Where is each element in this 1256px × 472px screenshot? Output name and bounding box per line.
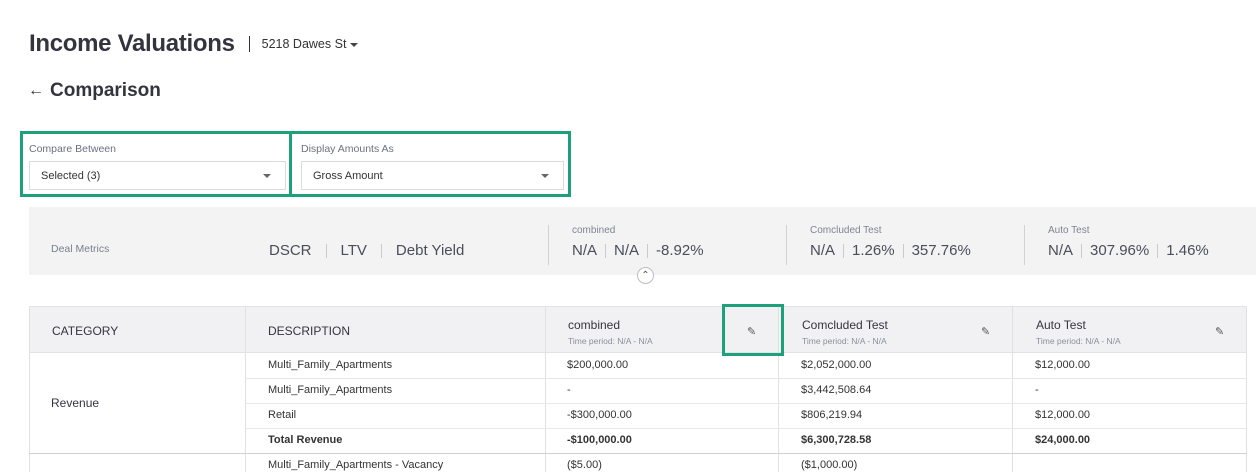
metric-names: DSCR LTV Debt Yield: [269, 242, 478, 259]
category-revenue: Revenue: [51, 396, 100, 410]
chevron-up-icon[interactable]: ⌃: [637, 267, 654, 284]
column-divider: [1246, 306, 1247, 472]
metrics-column-divider: [1024, 225, 1025, 265]
metric-column-name: Auto Test: [1048, 225, 1090, 236]
metric-name-debt-yield: Debt Yield: [395, 242, 465, 259]
metric-value: N/A: [1048, 242, 1074, 259]
divider: [902, 243, 904, 258]
caret-down-icon: [350, 43, 359, 47]
metric-value: -8.92%: [656, 242, 704, 259]
row-divider: [245, 428, 1247, 429]
scenario-header-combined: combined Time period: N/A - N/A ✎: [546, 307, 779, 354]
divider: [647, 243, 649, 258]
pencil-icon[interactable]: ✎: [981, 326, 991, 338]
caret-down-icon: [263, 174, 271, 178]
divider: [843, 243, 845, 258]
metrics-column-divider: [548, 225, 549, 265]
metrics-column-divider: [786, 225, 787, 265]
table-header: CATEGORY DESCRIPTION combined Time perio…: [29, 306, 1247, 353]
table-border: [29, 306, 30, 472]
caret-down-icon: [541, 174, 549, 178]
row-divider: [245, 403, 1247, 404]
property-label: 5218 Dawes St: [261, 37, 347, 51]
metric-column-name: Comcluded Test: [810, 225, 882, 236]
row-value: $2,052,000.00: [801, 359, 872, 371]
scenario-period: Time period: N/A - N/A: [568, 336, 653, 346]
category-header: CATEGORY: [52, 323, 119, 338]
metric-value: 1.46%: [1166, 242, 1209, 259]
row-description: Multi_Family_Apartments: [268, 359, 393, 371]
scenario-header-comcluded-test: Comcluded Test Time period: N/A - N/A ✎: [780, 307, 1013, 354]
scenario-name: Auto Test: [1036, 318, 1086, 332]
row-value: -$300,000.00: [567, 409, 632, 421]
display-amounts-highlight: [289, 131, 571, 197]
metric-value: 357.76%: [911, 242, 971, 259]
metric-value: N/A: [572, 242, 598, 259]
scenario-period: Time period: N/A - N/A: [1036, 336, 1121, 346]
column-divider: [545, 306, 546, 472]
total-value: -$100,000.00: [567, 434, 632, 446]
metric-values-auto-test: N/A 307.96% 1.46%: [1048, 242, 1217, 259]
app-title: Income Valuations: [29, 30, 235, 57]
row-value: $3,442,508.64: [801, 384, 872, 396]
row-value: $200,000.00: [567, 359, 629, 371]
row-divider: [245, 378, 1247, 379]
divider: [605, 243, 607, 258]
arrow-left-icon[interactable]: ←: [28, 82, 44, 99]
metric-values-comcluded-test: N/A 1.26% 357.76%: [810, 242, 979, 259]
scenario-name: combined: [568, 318, 621, 332]
pencil-icon[interactable]: ✎: [747, 326, 757, 338]
metric-value: N/A: [810, 242, 836, 259]
compare-between-label: Compare Between: [29, 143, 116, 155]
divider: [1157, 243, 1159, 258]
total-revenue-label: Total Revenue: [268, 434, 343, 446]
edit-highlight: [722, 304, 784, 356]
row-description: Multi_Family_Apartments - Vacancy: [268, 459, 444, 471]
column-divider: [778, 306, 779, 472]
metric-name-ltv: LTV: [340, 242, 367, 259]
page-title: Comparison: [50, 80, 161, 101]
scenario-header-auto-test: Auto Test Time period: N/A - N/A ✎: [1014, 307, 1247, 354]
display-amounts-value: Gross Amount: [313, 169, 383, 182]
scenario-period: Time period: N/A - N/A: [802, 336, 887, 346]
deal-metrics-label: Deal Metrics: [51, 243, 110, 255]
row-description: Retail: [268, 409, 297, 421]
row-value: $12,000.00: [1035, 409, 1091, 421]
divider: [380, 243, 382, 258]
row-description: Multi_Family_Apartments: [268, 384, 393, 396]
metric-values-combined: N/A N/A -8.92%: [572, 242, 712, 259]
page-header: Income Valuations 5218 Dawes St: [29, 30, 359, 58]
metric-value: 307.96%: [1090, 242, 1150, 259]
metric-value: N/A: [614, 242, 640, 259]
row-value: $12,000.00: [1035, 359, 1091, 371]
deal-metrics-panel: Deal Metrics DSCR LTV Debt Yield combine…: [29, 207, 1256, 275]
total-value: $24,000.00: [1035, 434, 1091, 446]
column-divider: [1012, 306, 1013, 472]
pencil-icon[interactable]: ✎: [1215, 326, 1225, 338]
divider: [1081, 243, 1083, 258]
compare-between-select[interactable]: Selected (3): [29, 161, 286, 190]
row-value: ($5.00): [567, 459, 602, 471]
section-divider: [29, 453, 1247, 454]
row-value: $806,219.94: [801, 409, 863, 421]
header-divider: [248, 36, 250, 52]
metric-value: 1.26%: [852, 242, 895, 259]
back-nav: ← Comparison: [28, 80, 161, 102]
row-value: -: [1035, 384, 1039, 396]
compare-between-value: Selected (3): [41, 169, 101, 182]
display-amounts-select[interactable]: Gross Amount: [301, 161, 564, 190]
scenario-name: Comcluded Test: [802, 318, 888, 332]
property-selector[interactable]: 5218 Dawes St: [262, 37, 359, 51]
description-header: DESCRIPTION: [268, 323, 351, 338]
total-value: $6,300,728.58: [801, 434, 872, 446]
row-value: ($1,000.00): [801, 459, 858, 471]
metric-column-name: combined: [572, 225, 616, 236]
metric-name-dscr: DSCR: [269, 242, 312, 259]
comparison-table: CATEGORY DESCRIPTION combined Time perio…: [29, 304, 1256, 472]
row-value: -: [567, 384, 571, 396]
column-divider: [245, 306, 246, 472]
divider: [325, 243, 327, 258]
display-amounts-label: Display Amounts As: [301, 143, 394, 155]
